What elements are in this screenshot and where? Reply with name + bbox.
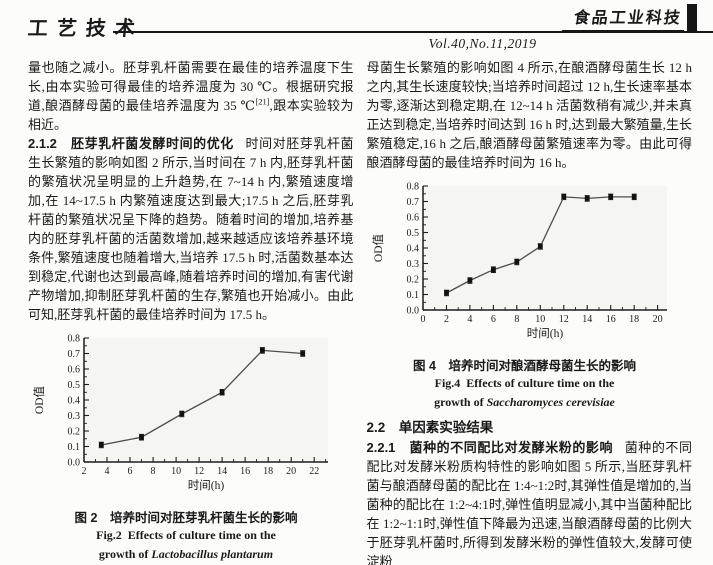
header-rule — [113, 31, 713, 33]
issue-line: Vol.40,No.11,2019 — [428, 36, 537, 51]
svg-text:4: 4 — [467, 314, 472, 325]
section-2-2-heading: 2.2 单因素实验结果 — [366, 420, 494, 435]
svg-text:0.3: 0.3 — [406, 259, 419, 270]
svg-text:0.7: 0.7 — [406, 197, 419, 208]
svg-text:OD值: OD值 — [33, 385, 46, 414]
citation-ref-21: [21] — [255, 96, 270, 107]
fig4-caption-zh: 图 4 培养时间对酿酒酵母菌生长的影响 — [413, 359, 636, 373]
svg-text:0.7: 0.7 — [68, 349, 81, 360]
paragraph-yeast-time: 母菌生长繁殖的影响如图 4 所示,在酿酒酵母菌生长 12 h 之内,其生长速度较… — [367, 58, 693, 172]
fig2-caption-en-line1: Fig.2 Effects of culture time on the — [32, 526, 340, 545]
svg-text:0.0: 0.0 — [68, 458, 81, 469]
journal-logo-bar — [687, 4, 697, 31]
two-column-body: 量也随之减小。胚芽乳杆菌需要在最佳的培养温度下生长,由本实验可得最佳的培养温度为… — [28, 58, 692, 565]
svg-text:22: 22 — [309, 466, 319, 477]
svg-text:0.5: 0.5 — [68, 380, 81, 391]
svg-text:20: 20 — [652, 314, 662, 325]
page-header: 工艺技术 食品工业科技 Vol.40,No.11,2019 — [0, 0, 713, 56]
svg-text:2: 2 — [82, 466, 87, 477]
species-name: Lactobacillus plantarum — [151, 547, 274, 561]
svg-text:0.3: 0.3 — [68, 411, 81, 422]
svg-text:18: 18 — [629, 314, 639, 325]
svg-text:10: 10 — [171, 466, 181, 477]
svg-text:0.8: 0.8 — [406, 182, 419, 193]
svg-text:12: 12 — [194, 466, 204, 477]
svg-text:6: 6 — [128, 466, 133, 477]
figure-4: 0.0 0.1 0.2 0.3 0.4 0.5 0.6 0.7 0.8 0 2 4 6 8 10 12 14 16… — [371, 178, 679, 412]
svg-text:2: 2 — [443, 314, 448, 325]
section-2-2-1-heading: 2.2.1 菌种的不同配比对发酵米粉的影响 — [366, 440, 614, 455]
svg-text:0.1: 0.1 — [406, 290, 419, 301]
fig2-line-chart: 0.0 0.1 0.2 0.3 0.4 0.5 0.6 0.7 0.8 2 4 6 8 10 12 14 16 1… — [33, 334, 328, 492]
svg-text:16: 16 — [605, 314, 615, 325]
svg-text:14: 14 — [217, 466, 227, 477]
paragraph-text: ,跟本实验较为相近。 — [28, 98, 354, 132]
svg-text:0.2: 0.2 — [68, 427, 81, 438]
paragraph-text: 母菌生长繁殖的影响如图 4 所示,在酿酒酵母菌生长 12 h 之内,其生长速度较… — [366, 60, 693, 170]
svg-text:OD值: OD值 — [372, 233, 385, 262]
section-2-1-2-heading: 2.1.2 胚芽乳杆菌发酵时间的优化 — [28, 136, 234, 151]
caption-text: growth of — [98, 547, 152, 561]
left-column: 量也随之减小。胚芽乳杆菌需要在最佳的培养温度下生长,由本实验可得最佳的培养温度为… — [28, 58, 354, 565]
svg-text:12: 12 — [558, 314, 568, 325]
svg-text:0.4: 0.4 — [406, 244, 419, 255]
svg-text:0: 0 — [420, 314, 425, 325]
fig2-caption-zh: 图 2 培养时间对胚芽乳杆菌生长的影响 — [74, 511, 298, 525]
svg-text:0.1: 0.1 — [68, 442, 81, 453]
svg-text:时间(h): 时间(h) — [526, 327, 563, 340]
svg-text:8: 8 — [514, 314, 519, 325]
fig4-caption-en-line1: Fig.4 Effects of culture time on the — [371, 374, 679, 393]
fig4-caption-en-line2: growth of Saccharomyces cerevisiae — [371, 393, 679, 412]
svg-text:0.4: 0.4 — [68, 396, 81, 407]
svg-text:时间(h): 时间(h) — [188, 479, 225, 492]
svg-text:0.6: 0.6 — [406, 213, 419, 224]
svg-text:16: 16 — [240, 466, 250, 477]
svg-text:10: 10 — [535, 314, 545, 325]
svg-text:0.8: 0.8 — [68, 334, 81, 345]
fig2-caption-en-line2: growth of Lactobacillus plantarum — [32, 545, 340, 564]
journal-logo: 食品工业科技 — [561, 2, 697, 32]
svg-text:20: 20 — [286, 466, 296, 477]
fig4-line-chart: 0.0 0.1 0.2 0.3 0.4 0.5 0.6 0.7 0.8 0 2 4 6 8 10 12 14 16… — [372, 182, 667, 340]
right-column: 母菌生长繁殖的影响如图 4 所示,在酿酒酵母菌生长 12 h 之内,其生长速度较… — [367, 58, 693, 565]
fig4-caption: 图 4 培养时间对酿酒酵母菌生长的影响 Fig.4 Effects of cul… — [371, 355, 679, 412]
svg-text:0.6: 0.6 — [68, 365, 81, 376]
svg-text:0.5: 0.5 — [406, 228, 419, 239]
figure-2: 0.0 0.1 0.2 0.3 0.4 0.5 0.6 0.7 0.8 2 4 6 8 10 12 14 16 1… — [32, 330, 340, 564]
section-2-2-1-body: 菌种的不同配比对发酵米粉质构特性的影响如图 5 所示,当胚芽乳杆菌与酿酒酵母菌的… — [366, 440, 693, 565]
column-section-label: 工艺技术 — [26, 18, 145, 40]
svg-text:6: 6 — [490, 314, 495, 325]
svg-text:8: 8 — [151, 466, 156, 477]
caption-text: Fig.4 Effects of culture time on the — [434, 376, 615, 390]
caption-text: growth of — [434, 395, 487, 409]
section-2-1-2-body: 时间对胚芽乳杆菌生长繁殖的影响如图 2 所示,当时间在 7 h 内,胚芽乳杆菌的… — [28, 136, 354, 322]
caption-text: Fig.2 Effects of culture time on the — [96, 528, 276, 542]
journal-logo-text: 食品工业科技 — [561, 2, 689, 32]
svg-text:0.2: 0.2 — [406, 275, 419, 286]
svg-text:18: 18 — [263, 466, 273, 477]
paragraph-section-2-1-2: 2.1.2 胚芽乳杆菌发酵时间的优化 时间对胚芽乳杆菌生长繁殖的影响如图 2 所示… — [28, 134, 354, 324]
fig2-caption: 图 2 培养时间对胚芽乳杆菌生长的影响 Fig.2 Effects of cul… — [32, 507, 340, 564]
svg-text:14: 14 — [582, 314, 592, 325]
paragraph-temperature: 量也随之减小。胚芽乳杆菌需要在最佳的培养温度下生长,由本实验可得最佳的培养温度为… — [28, 58, 354, 134]
species-name: Saccharomyces cerevisiae — [486, 395, 615, 409]
svg-text:4: 4 — [105, 466, 110, 477]
paragraph-section-2-2-1: 2.2.1 菌种的不同配比对发酵米粉的影响 菌种的不同配比对发酵米粉质构特性的影响… — [367, 438, 693, 565]
paragraph-text: 量也随之减小。胚芽乳杆菌需要在最佳的培养温度下生长,由本实验可得最佳的培养温度为… — [28, 60, 354, 113]
svg-text:0.0: 0.0 — [406, 306, 419, 317]
